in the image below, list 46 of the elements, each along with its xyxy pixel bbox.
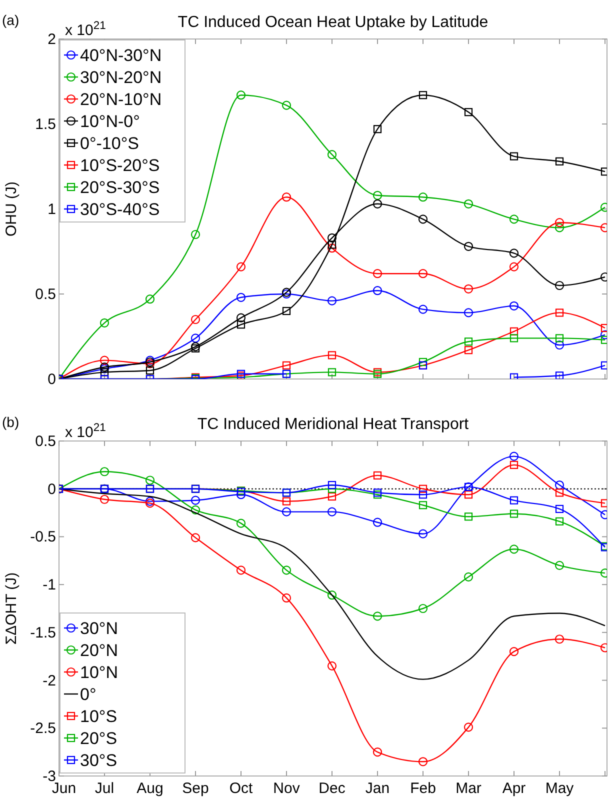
text: (a) xyxy=(2,12,20,28)
legend-label: 20°N xyxy=(80,641,118,660)
x-tick-label: Jan xyxy=(365,780,390,797)
y-tick-label: 1.5 xyxy=(35,116,56,133)
y-tick-label: -2 xyxy=(42,672,56,690)
annotation: x 10$^{21}$ xyxy=(65,20,106,39)
x-tick-label: May xyxy=(545,780,574,797)
legend-label: 10°N-0° xyxy=(80,112,140,131)
x-tick-label: Aug xyxy=(136,780,164,797)
y-tick-label: 0 xyxy=(48,480,56,498)
legend-label: 20°N-10°N xyxy=(80,90,162,109)
y-tick-label: -1 xyxy=(42,576,56,594)
y-tick-label: 0 xyxy=(48,371,56,388)
legend-label: 20°S-30°S xyxy=(80,178,160,197)
legend-label: 30°S-40°S xyxy=(80,200,160,219)
y-axis-title: OHU (J) xyxy=(3,182,20,236)
legend-label: 30°S xyxy=(80,751,118,770)
legend-label: 30°N-20°N xyxy=(80,68,162,87)
y-axis-title: ΣΔOHT (J) xyxy=(3,572,20,645)
legend-label: 10°S-20°S xyxy=(80,156,160,175)
x-tick-label: Nov xyxy=(273,780,300,797)
y-tick-label: -2.5 xyxy=(30,720,56,738)
x-tick-label: Apr xyxy=(502,780,526,797)
y-tick-label: 0.5 xyxy=(35,433,56,450)
annotation: x 10$^{21}$ xyxy=(65,422,106,441)
legend-label: 40°N-30°N xyxy=(80,46,162,65)
y-tick-label: 0.5 xyxy=(35,286,56,303)
legend-label: 0°-10°S xyxy=(80,134,139,153)
chart-title: TC Induced Ocean Heat Uptake by Latitude xyxy=(178,14,488,31)
legend-label: 20°S xyxy=(80,729,118,748)
x-tick-label: Feb xyxy=(410,780,436,797)
x-tick-label: Mar xyxy=(456,780,482,797)
x-tick-label: Dec xyxy=(318,780,346,797)
legend-label: 10°S xyxy=(80,707,118,726)
y-tick-label: 2 xyxy=(48,31,56,48)
legend-label: 30°N xyxy=(80,619,118,638)
y-tick-label: 1 xyxy=(48,201,56,218)
legend-label: 10°N xyxy=(80,663,118,682)
x-tick-label: Oct xyxy=(229,780,254,797)
legend-label: 0° xyxy=(80,685,96,704)
chart-title: TC Induced Meridional Heat Transport xyxy=(197,416,470,433)
x-tick-label: Sep xyxy=(182,780,209,797)
text: (b) xyxy=(2,414,20,430)
y-tick-label: -1.5 xyxy=(30,624,56,642)
x-tick-label: Jul xyxy=(94,780,114,797)
y-tick-label: -0.5 xyxy=(30,528,56,546)
